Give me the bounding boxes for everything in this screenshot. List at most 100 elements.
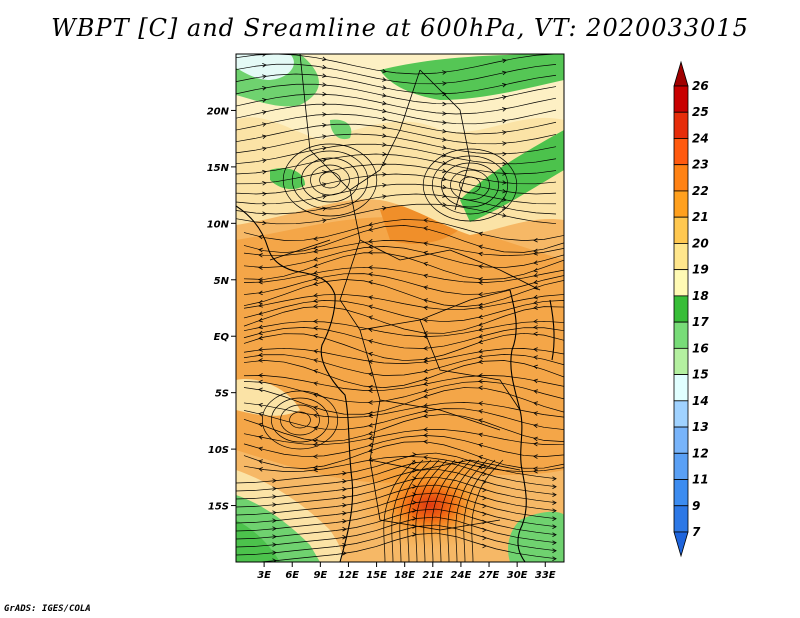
streamline-arrow [342,534,347,540]
streamline-arrow [442,145,447,150]
streamline-arrow [552,556,557,561]
colorbar-label: 9 [692,499,700,513]
lon-tick-label: 18E [394,570,415,581]
streamline-arrow [423,408,428,414]
streamline [243,434,564,458]
streamline [236,492,557,524]
streamline-arrow [342,526,347,532]
streamline-arrow [478,292,483,297]
streamline-arrow [313,293,318,298]
colorbar-swatch [673,243,689,271]
streamline-arrow [322,194,327,199]
streamline-arrow [533,325,538,330]
streamline [236,484,557,516]
colorbar-swatch [673,426,689,454]
streamline [243,375,564,391]
streamline-arrow [368,239,373,244]
colorbar-label: 11 [692,473,709,487]
streamline [243,266,564,283]
colorbar-swatch [673,321,689,349]
streamline-arrow [442,70,447,75]
streamline-arrow [423,359,428,364]
streamline-arrow [258,290,263,296]
streamline-arrow [423,298,428,303]
streamline-arrow [533,260,538,265]
streamline-arrow [552,548,557,553]
streamline [463,459,496,562]
streamline-arrow [533,319,538,324]
streamline-arrow [533,268,538,273]
streamline-arrow [322,206,327,212]
streamline-arrow [262,146,267,152]
streamline [310,164,350,196]
streamline-arrow [368,244,373,250]
streamline-arrow [552,492,557,497]
streamline-arrow [533,237,538,243]
streamline-arrow [368,442,373,448]
streamline-arrow [342,478,347,484]
streamline-arrow [368,265,373,270]
streamline-arrow [258,422,263,428]
streamline [236,468,557,500]
streamline-arrow [478,251,483,257]
streamline-arrow [258,330,263,336]
streamline [261,390,339,450]
streamline-arrow [322,146,327,151]
streamline-arrow [552,532,557,537]
streamline-arrow [258,459,263,464]
streamline-arrow [368,388,373,393]
streamline-arrow [313,281,318,286]
streamline-arrow [478,409,483,414]
streamline-arrow [322,182,327,187]
country-borders [269,54,541,531]
streamline-arrow [313,454,318,459]
streamline-arrow [382,100,387,106]
streamline-arrow [262,158,267,163]
streamline-arrow [382,194,387,199]
streamline-arrow [482,487,487,493]
streamline-arrow [368,315,373,320]
colorbar-swatch [673,164,689,192]
streamline [450,169,490,201]
streamline-arrow [368,359,373,364]
streamline-arrow [482,519,487,525]
streamline-arrow [262,86,267,91]
streamline [243,347,564,364]
great-lakes-coast [509,289,527,562]
streamline-arrow [478,322,483,327]
streamline [280,404,320,436]
streamline [243,279,564,308]
streamline [431,155,509,215]
streamline-arrow [552,476,557,481]
streamline-arrow [423,250,428,256]
streamline [447,459,480,562]
lat-tick-label: 5S [215,389,229,400]
streamline-arrow [423,305,428,311]
streamline [243,320,564,337]
streamline-arrow [342,494,347,500]
streamline-arrow [272,486,277,491]
wbpt-cyan-nw [236,54,294,80]
streamline-arrow [382,116,387,122]
streamline-arrow [423,427,428,432]
colorbar-label: 23 [692,158,709,172]
chart-title: WBPT [C] and Sreamline at 600hPa, VT: 20… [51,14,749,42]
streamline-arrow [322,91,327,97]
streamline [243,294,564,310]
streamline-arrow [313,263,318,269]
streamline-arrow [368,448,373,453]
colorbar-swatch [673,374,689,402]
streamline-arrow [258,303,263,308]
streamline-arrow [368,227,373,232]
streamline-arrow [502,213,507,218]
streamline [243,408,564,430]
lat-tick-label: 10N [207,219,230,230]
colorbar-label: 13 [692,420,709,434]
streamline-arrow [442,176,447,182]
streamline-arrow [368,423,373,428]
streamline-arrow [313,368,318,374]
streamline-arrow [262,63,267,68]
streamline-arrow [322,64,327,70]
streamline [383,459,416,562]
